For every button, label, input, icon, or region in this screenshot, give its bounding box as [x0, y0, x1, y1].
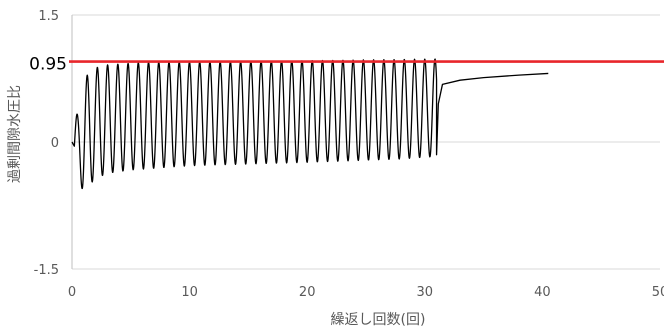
series-layer — [71, 58, 549, 190]
x-axis-title: 繰返し回数(回) — [331, 312, 426, 326]
x-tick-label: 0 — [68, 285, 76, 300]
gridlines — [72, 14, 660, 270]
series-line — [71, 58, 549, 190]
y-tick-label: -1.5 — [34, 263, 59, 278]
x-tick-label: 50 — [652, 285, 664, 300]
x-tick-label: 40 — [534, 285, 551, 300]
y-tick-label: 0 — [51, 136, 59, 151]
y-axis-title: 過剰間隙水圧比 — [7, 85, 23, 183]
reference-line-label: 0.95 — [29, 55, 67, 75]
x-tick-label: 30 — [417, 285, 434, 300]
x-tick-label: 10 — [181, 285, 198, 300]
labels: 1.5 0 -1.5 0 10 20 30 40 50 繰返し回数(回) 過剰間隙水圧比 0.95 — [7, 9, 664, 326]
y-tick-label: 1.5 — [38, 9, 59, 24]
x-tick-label: 20 — [299, 285, 316, 300]
